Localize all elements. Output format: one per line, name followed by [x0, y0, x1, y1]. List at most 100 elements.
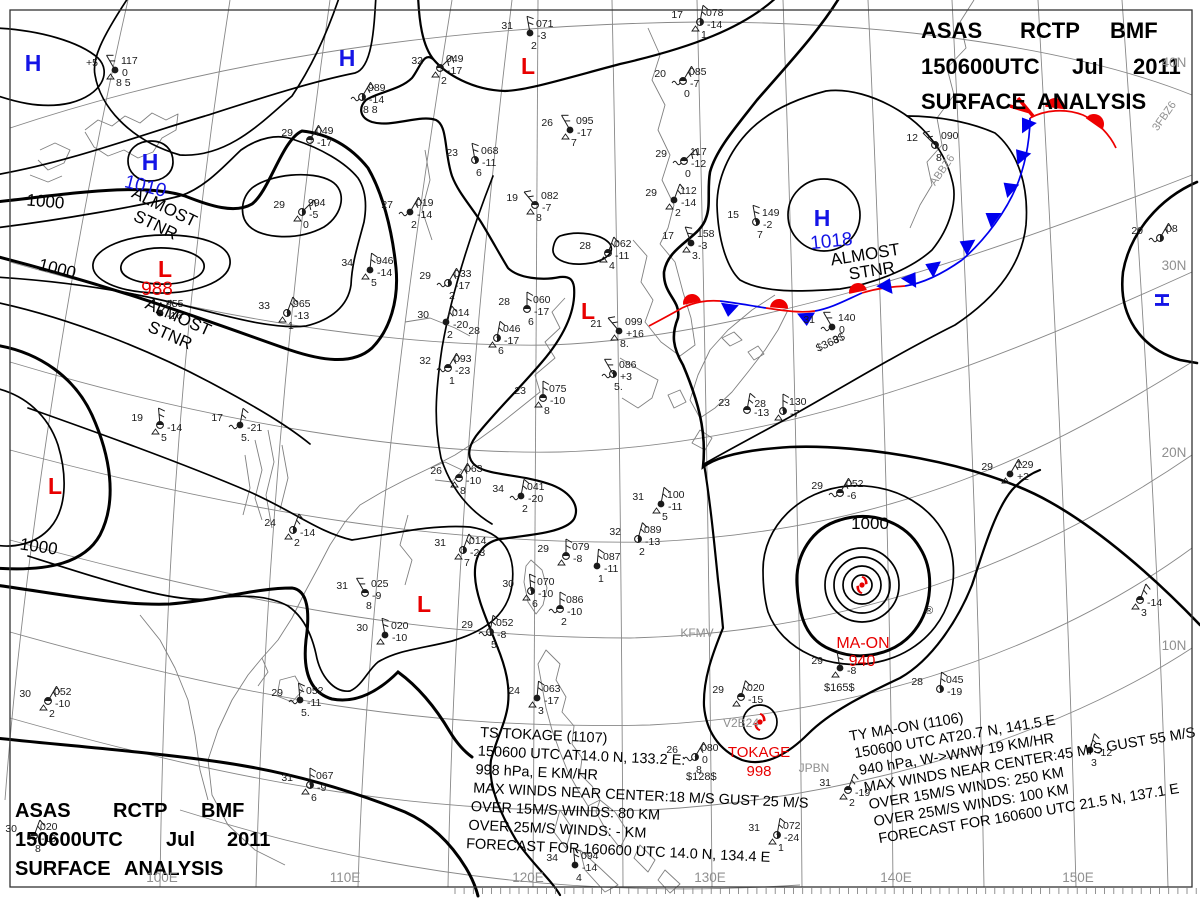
svg-text:17: 17 — [671, 9, 683, 21]
svg-text:4: 4 — [576, 872, 582, 884]
svg-text:1018: 1018 — [809, 229, 853, 254]
svg-text:8: 8 — [536, 212, 542, 224]
svg-text:-17: -17 — [534, 306, 549, 318]
svg-text:-19: -19 — [855, 787, 870, 799]
svg-text:2: 2 — [675, 207, 681, 219]
svg-text:32: 32 — [609, 526, 621, 538]
svg-text:23: 23 — [718, 397, 730, 409]
svg-text:28: 28 — [754, 398, 766, 410]
svg-text:32: 32 — [411, 55, 423, 67]
svg-text:140: 140 — [838, 312, 856, 324]
svg-text:062: 062 — [614, 238, 632, 250]
svg-text:24: 24 — [508, 685, 520, 697]
svg-text:-10: -10 — [567, 606, 582, 618]
svg-text:1: 1 — [701, 29, 707, 41]
svg-text:-17: -17 — [577, 127, 592, 139]
svg-text:052: 052 — [496, 617, 514, 629]
svg-text:29: 29 — [419, 270, 431, 282]
svg-text:-8: -8 — [497, 629, 506, 641]
svg-text:30: 30 — [5, 823, 17, 835]
svg-text:23: 23 — [446, 147, 458, 159]
svg-text:5.: 5. — [491, 639, 500, 651]
svg-text:32: 32 — [419, 355, 431, 367]
svg-text:19: 19 — [131, 412, 143, 424]
svg-text:049: 049 — [316, 125, 334, 137]
svg-text:H: H — [339, 45, 356, 71]
svg-text:$128$: $128$ — [686, 771, 717, 783]
svg-text:150600UTC: 150600UTC — [921, 54, 1040, 79]
svg-text:067: 067 — [316, 770, 334, 782]
svg-text:2: 2 — [294, 537, 300, 549]
svg-text:1: 1 — [449, 375, 455, 387]
svg-text:31: 31 — [501, 20, 513, 32]
svg-text:-11: -11 — [615, 250, 630, 262]
svg-text:29: 29 — [645, 187, 657, 199]
svg-text:5: 5 — [371, 277, 377, 289]
svg-text:033: 033 — [454, 268, 472, 280]
svg-text:20N: 20N — [1162, 445, 1187, 460]
svg-text:4: 4 — [609, 260, 615, 272]
svg-text:095: 095 — [576, 115, 594, 127]
svg-text:-5: -5 — [309, 209, 318, 221]
svg-text:34: 34 — [341, 257, 353, 269]
svg-text:6: 6 — [498, 345, 504, 357]
svg-text:0: 0 — [942, 142, 948, 154]
svg-text:28: 28 — [579, 240, 591, 252]
svg-text:29: 29 — [461, 619, 473, 631]
svg-text:093: 093 — [454, 353, 472, 365]
svg-text:150600UTC: 150600UTC — [15, 829, 123, 851]
svg-text:8: 8 — [35, 843, 41, 855]
svg-text:31: 31 — [632, 491, 644, 503]
svg-text:30: 30 — [19, 688, 31, 700]
svg-text:08: 08 — [1166, 223, 1178, 235]
svg-text:31: 31 — [748, 822, 760, 834]
svg-text:31: 31 — [336, 580, 348, 592]
svg-text:070: 070 — [537, 576, 555, 588]
svg-text:-17: -17 — [544, 695, 559, 707]
svg-text:5.: 5. — [241, 432, 250, 444]
svg-text:020: 020 — [40, 821, 58, 833]
svg-text:052: 052 — [846, 478, 864, 490]
svg-text:140E: 140E — [880, 870, 912, 885]
svg-text:26: 26 — [541, 117, 553, 129]
svg-text:-7: -7 — [790, 408, 799, 420]
svg-text:-6: -6 — [847, 490, 856, 502]
svg-text:31: 31 — [819, 777, 831, 789]
svg-text:-10: -10 — [466, 475, 481, 487]
svg-text:5.: 5. — [614, 381, 623, 393]
svg-text:6: 6 — [532, 598, 538, 610]
svg-text:100E: 100E — [146, 870, 178, 885]
svg-text:-14: -14 — [167, 422, 182, 434]
svg-text:28: 28 — [498, 296, 510, 308]
svg-text:29: 29 — [712, 684, 724, 696]
svg-text:L: L — [417, 591, 431, 617]
svg-text:-9: -9 — [317, 782, 326, 794]
svg-text:29: 29 — [811, 655, 823, 667]
svg-text:1: 1 — [598, 573, 604, 585]
svg-text:-16: -16 — [167, 310, 182, 322]
svg-text:-20: -20 — [528, 493, 543, 505]
svg-text:085: 085 — [689, 66, 707, 78]
svg-text:33: 33 — [258, 300, 270, 312]
svg-text:30: 30 — [502, 578, 514, 590]
svg-text:041: 041 — [527, 481, 545, 493]
svg-text:ASAS: ASAS — [921, 18, 982, 43]
svg-text:100: 100 — [667, 489, 685, 501]
svg-text:Jul: Jul — [1072, 54, 1104, 79]
svg-text:5: 5 — [662, 511, 668, 523]
svg-text:-11: -11 — [307, 697, 322, 709]
svg-text:150E: 150E — [1062, 870, 1094, 885]
svg-text:120E: 120E — [512, 870, 544, 885]
svg-text:-14: -14 — [1147, 597, 1162, 609]
svg-text:27: 27 — [381, 199, 393, 211]
svg-text:H: H — [814, 205, 831, 231]
svg-text:130: 130 — [789, 396, 807, 408]
svg-text:-2: -2 — [763, 219, 772, 231]
svg-text:19: 19 — [506, 192, 518, 204]
svg-text:-12: -12 — [1097, 747, 1112, 759]
svg-text:10N: 10N — [1162, 638, 1187, 653]
svg-text:998 hPa, E KM/HR: 998 hPa, E KM/HR — [475, 762, 598, 784]
svg-text:8: 8 — [544, 405, 550, 417]
svg-text:8: 8 — [936, 152, 942, 164]
svg-text:7: 7 — [757, 229, 763, 241]
